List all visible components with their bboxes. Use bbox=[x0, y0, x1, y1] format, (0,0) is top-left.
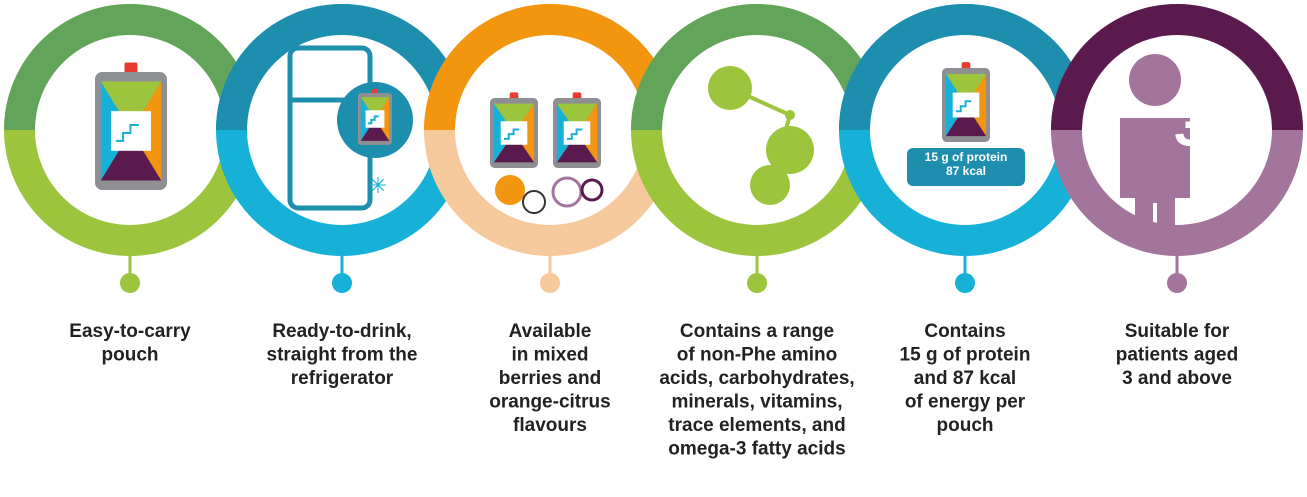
age-badge: 3+ bbox=[1174, 93, 1240, 158]
caption-line: straight from the bbox=[267, 345, 418, 366]
snowflake: ✳ bbox=[369, 173, 387, 198]
cherry bbox=[582, 180, 602, 200]
caption-line: flavours bbox=[513, 415, 587, 436]
lemon bbox=[523, 191, 545, 213]
dot bbox=[1167, 273, 1187, 293]
caption-line: omega-3 fatty acids bbox=[668, 439, 845, 460]
dot bbox=[955, 273, 975, 293]
badge-text: 87 kcal bbox=[946, 164, 986, 178]
orange bbox=[495, 175, 525, 205]
caption-line: Ready-to-drink, bbox=[272, 321, 411, 342]
caption-line: pouch bbox=[102, 345, 159, 366]
caption-line: 3 and above bbox=[1122, 368, 1232, 389]
caption-line: patients aged bbox=[1116, 345, 1238, 366]
caption-line: berries and bbox=[499, 368, 601, 389]
infographic: Easy-to-carry pouch Ready-to-drink, straigh… bbox=[0, 0, 1307, 497]
caption-line: minerals, vitamins, bbox=[671, 392, 842, 413]
caption-line: Suitable for bbox=[1125, 321, 1230, 342]
page: Easy-to-carry pouch Ready-to-drink, straigh… bbox=[0, 0, 1307, 497]
caption-line: refrigerator bbox=[291, 368, 394, 389]
molecule-node bbox=[785, 110, 795, 120]
dot bbox=[332, 273, 352, 293]
caption-line: 15 g of protein bbox=[900, 345, 1031, 366]
molecule-node bbox=[708, 66, 752, 110]
dot bbox=[747, 273, 767, 293]
caption-line: Available bbox=[509, 321, 592, 342]
dot bbox=[540, 273, 560, 293]
pouch-icon bbox=[358, 89, 392, 145]
caption-line: Easy-to-carry bbox=[69, 321, 191, 342]
ring-inner bbox=[455, 35, 645, 225]
caption-line: Contains bbox=[924, 321, 1005, 342]
badge-text: 15 g of protein bbox=[925, 150, 1008, 164]
molecule-node bbox=[750, 165, 790, 205]
caption-line: of non-Phe amino bbox=[677, 345, 837, 366]
caption-line: of energy per bbox=[905, 392, 1026, 413]
caption-line: Contains a range bbox=[680, 321, 834, 342]
caption-line: orange-citrus bbox=[489, 392, 610, 413]
dot bbox=[120, 273, 140, 293]
caption-line: and 87 kcal bbox=[914, 368, 1016, 389]
caption-line: trace elements, and bbox=[668, 415, 845, 436]
pouch-icon bbox=[942, 62, 990, 142]
pouch-icon bbox=[95, 63, 167, 190]
berry bbox=[553, 178, 581, 206]
pouch-icon bbox=[490, 92, 538, 168]
pouch-icon bbox=[553, 92, 601, 168]
caption-line: pouch bbox=[937, 415, 994, 436]
caption-line: in mixed bbox=[511, 345, 588, 366]
caption-line: acids, carbohydrates, bbox=[659, 368, 854, 389]
